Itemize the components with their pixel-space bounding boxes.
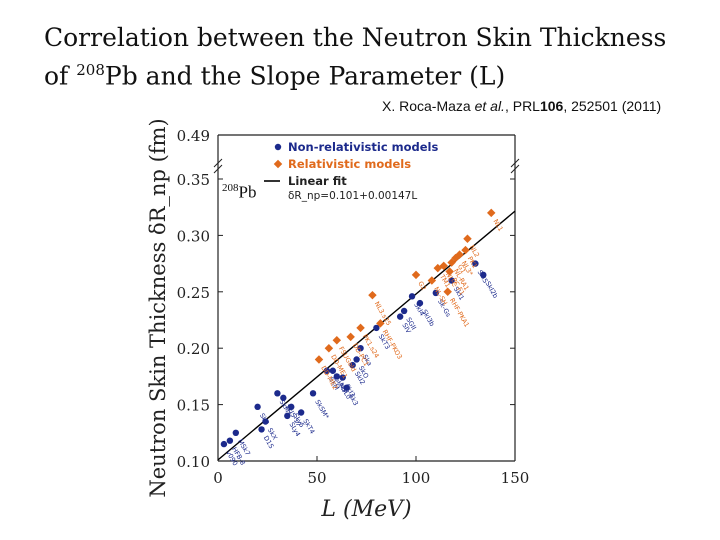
data-point-nonrel bbox=[262, 418, 269, 425]
data-point-nonrel bbox=[353, 356, 360, 363]
ref-etal: et al. bbox=[474, 98, 505, 114]
data-point-nonrel bbox=[480, 271, 487, 279]
title-line-2: of 208Pb and the Slope Parameter (L) bbox=[44, 54, 666, 92]
legend-label-rel: Relativistic models bbox=[288, 157, 411, 171]
x-tick-label: 0 bbox=[213, 469, 223, 487]
title-line-1: Correlation between the Neutron Skin Thi… bbox=[44, 23, 667, 52]
nucleus-label: 208Pb bbox=[222, 182, 256, 203]
data-point-nonrel bbox=[274, 390, 281, 397]
y-tick-label: 0.30 bbox=[177, 227, 210, 245]
data-point-label: G2 bbox=[416, 280, 428, 292]
ref-authors: X. Roca-Maza bbox=[382, 98, 475, 114]
title-prefix: of bbox=[44, 61, 77, 91]
nucleus-mass-number: 208 bbox=[222, 182, 239, 194]
data-point-label: SkT4 bbox=[301, 417, 316, 435]
data-point-rel bbox=[324, 343, 334, 353]
y-tick-label-break: 0.49 bbox=[177, 127, 210, 145]
data-point-nonrel bbox=[472, 260, 479, 267]
data-point-rel bbox=[356, 323, 365, 333]
data-point-nonrel bbox=[232, 429, 240, 436]
data-point-nonrel bbox=[339, 374, 346, 381]
y-tick-label: 0.35 bbox=[177, 171, 210, 189]
data-point-rel bbox=[368, 290, 377, 300]
data-point-nonrel bbox=[416, 299, 424, 307]
legend-marker-nonrel bbox=[274, 143, 282, 151]
data-point-nonrel bbox=[349, 361, 356, 369]
data-point-nonrel bbox=[357, 345, 364, 352]
data-point-nonrel bbox=[396, 313, 404, 320]
axis-break-left bbox=[213, 158, 223, 174]
data-point-rel bbox=[443, 287, 452, 297]
nucleus-symbol: Pb bbox=[238, 182, 257, 202]
data-point-label: SkI3b bbox=[420, 308, 436, 328]
legend-marker-rel bbox=[273, 159, 283, 169]
legend-label-fit: Linear fit bbox=[288, 174, 347, 188]
data-point-nonrel bbox=[288, 403, 295, 411]
data-point-nonrel bbox=[448, 277, 455, 284]
data-point-rel bbox=[332, 336, 342, 345]
data-point-rel bbox=[486, 208, 496, 218]
data-point-nonrel bbox=[408, 293, 416, 300]
ref-rest: , 252501 (2011) bbox=[563, 98, 662, 114]
data-point-label: Sk3 bbox=[347, 393, 360, 407]
data-point-rel bbox=[461, 245, 470, 255]
data-point-nonrel bbox=[284, 412, 291, 420]
data-point-label: SkSM* bbox=[313, 398, 331, 421]
slide-title: Correlation between the Neutron Skin Thi… bbox=[44, 22, 666, 92]
y-tick-label: 0.20 bbox=[177, 340, 210, 358]
data-point-nonrel bbox=[309, 390, 317, 397]
legend-fit-equation: δR_np=0.101+0.00147L bbox=[288, 190, 417, 202]
data-point-label: SkI2b bbox=[484, 280, 500, 300]
data-point-rel bbox=[455, 250, 464, 259]
data-point-nonrel bbox=[220, 440, 228, 448]
y-tick-label: 0.25 bbox=[177, 284, 210, 302]
data-point-rel bbox=[463, 234, 472, 244]
data-point-nonrel bbox=[280, 394, 287, 402]
title-mass-number: 208 bbox=[76, 61, 105, 79]
ref-journal: , PRL bbox=[504, 98, 540, 114]
skin-thickness-chart: 0.49 0.10 0.15 0.20 0.25 0.30 0.35 0 50 100 150 L (… bbox=[146, 118, 530, 522]
data-point-nonrel bbox=[297, 409, 305, 416]
legend-label-nonrel: Non-relativistic models bbox=[288, 140, 438, 154]
y-axis-label: Neutron Skin Thickness δR_np (fm) bbox=[146, 118, 170, 497]
x-tick-label: 100 bbox=[402, 469, 431, 487]
data-point-rel bbox=[346, 332, 355, 342]
data-point-rel bbox=[445, 267, 454, 276]
ref-volume: 106 bbox=[539, 98, 564, 114]
data-point-nonrel bbox=[333, 373, 340, 380]
data-point-nonrel bbox=[432, 289, 439, 297]
data-point-rel bbox=[376, 319, 385, 328]
x-axis-label: L (MeV) bbox=[320, 497, 411, 522]
x-tick-label: 50 bbox=[307, 469, 326, 487]
x-tick-label: 150 bbox=[501, 469, 530, 487]
data-point-label: NL-SH bbox=[432, 286, 449, 307]
data-point-nonrel bbox=[343, 384, 350, 391]
data-point-nonrel bbox=[226, 437, 234, 444]
data-point-nonrel bbox=[373, 324, 380, 332]
data-point-label: NL1 bbox=[492, 218, 505, 233]
data-point-rel bbox=[411, 270, 421, 280]
data-point-label: G1 bbox=[456, 263, 468, 275]
y-tick-label: 0.15 bbox=[177, 397, 210, 415]
data-point-rel bbox=[314, 355, 324, 364]
title-suffix: Pb and the Slope Parameter (L) bbox=[104, 61, 506, 91]
data-point-nonrel bbox=[258, 426, 265, 433]
y-tick-label: 0.10 bbox=[177, 453, 210, 471]
data-point-rel bbox=[439, 261, 448, 271]
data-point-nonrel bbox=[329, 367, 337, 374]
data-point-nonrel bbox=[254, 403, 261, 411]
data-point-rel bbox=[427, 276, 437, 285]
reference-citation: X. Roca-Maza et al., PRL106, 252501 (201… bbox=[382, 98, 661, 114]
data-point-nonrel bbox=[400, 307, 408, 315]
data-point-nonrel bbox=[323, 367, 331, 374]
axis-break-right bbox=[510, 158, 520, 174]
